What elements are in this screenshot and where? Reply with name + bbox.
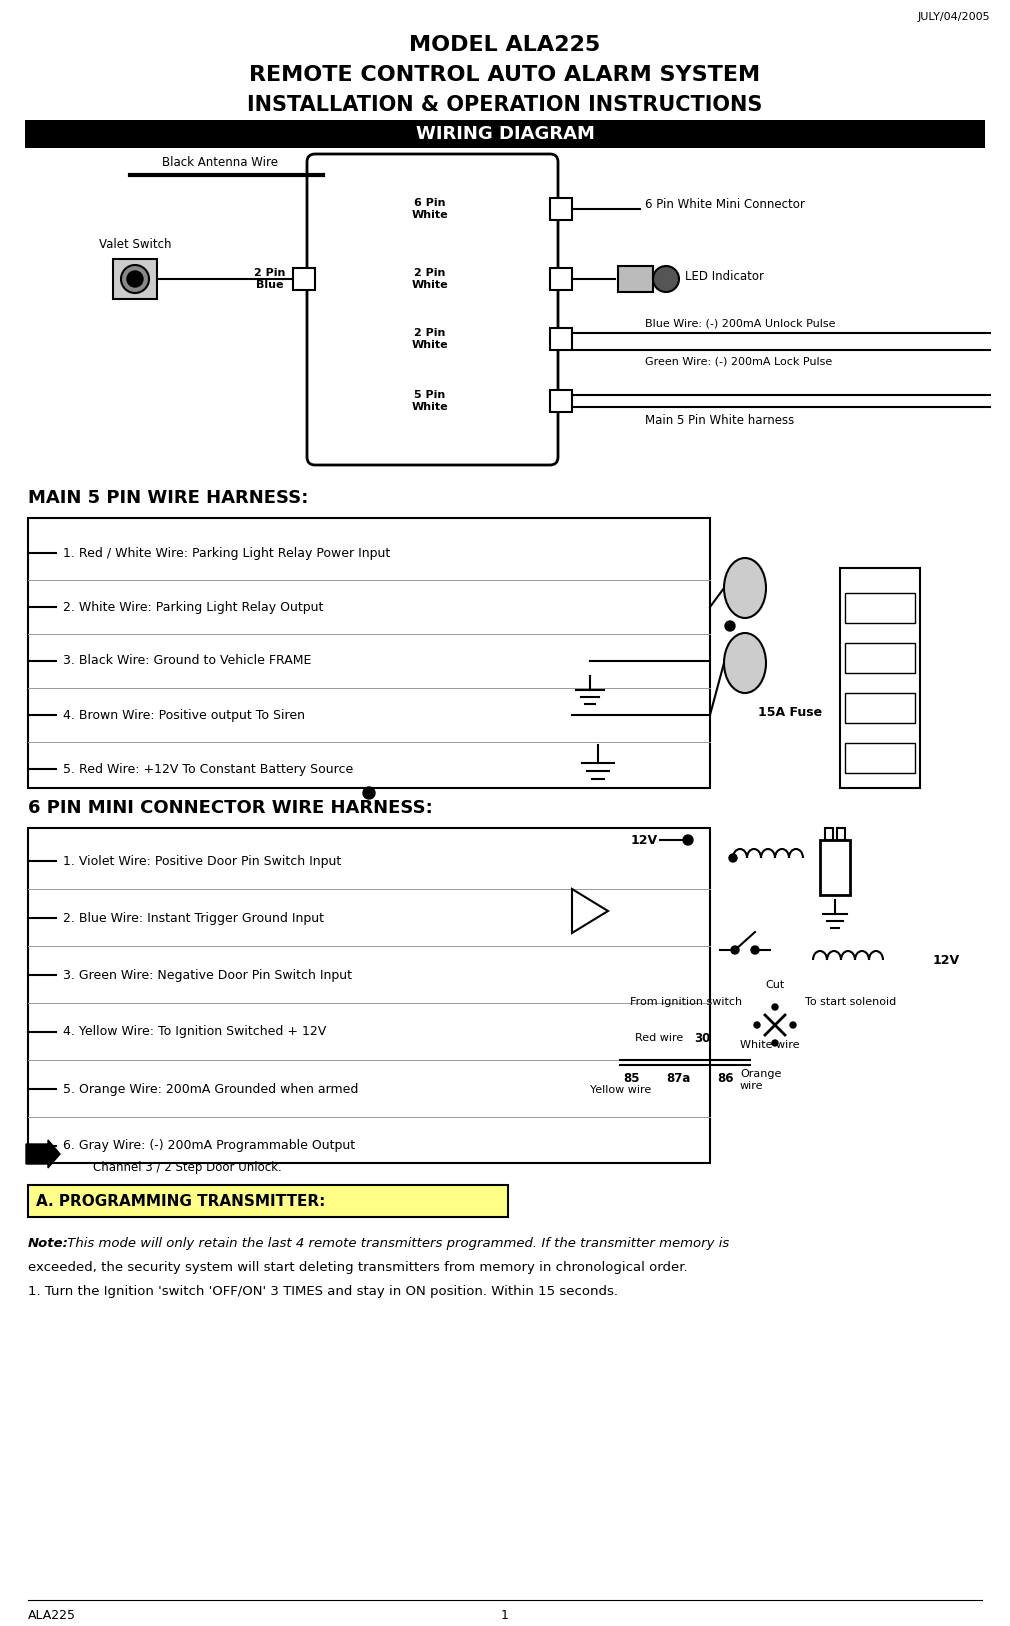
Text: Note:: Note: <box>28 1236 69 1249</box>
Text: 1. Red / White Wire: Parking Light Relay Power Input: 1. Red / White Wire: Parking Light Relay… <box>63 546 390 559</box>
Text: MODEL ALA225: MODEL ALA225 <box>409 36 601 55</box>
Bar <box>28 519 710 789</box>
Text: 5 Pin
White: 5 Pin White <box>412 390 448 411</box>
Text: Blue Wire: (-) 200mA Unlock Pulse: Blue Wire: (-) 200mA Unlock Pulse <box>645 319 835 328</box>
Text: White wire: White wire <box>740 1041 800 1050</box>
Circle shape <box>751 946 759 954</box>
Text: A. PROGRAMMING TRANSMITTER:: A. PROGRAMMING TRANSMITTER: <box>36 1193 325 1208</box>
Bar <box>550 198 572 220</box>
Text: Red wire: Red wire <box>635 1033 683 1042</box>
Bar <box>113 259 157 299</box>
FancyBboxPatch shape <box>307 154 558 465</box>
Text: 1. Turn the Ignition 'switch 'OFF/ON' 3 TIMES and stay in ON position. Within 15: 1. Turn the Ignition 'switch 'OFF/ON' 3 … <box>28 1285 618 1298</box>
Bar <box>845 693 915 724</box>
Circle shape <box>127 272 143 288</box>
Text: 12V: 12V <box>933 953 959 966</box>
Text: Orange
wire: Orange wire <box>740 1070 782 1091</box>
Bar <box>618 267 653 293</box>
FancyArrow shape <box>26 1140 60 1167</box>
Bar <box>28 828 710 1163</box>
Text: 2 Pin
White: 2 Pin White <box>412 268 448 289</box>
Bar <box>825 828 833 841</box>
Text: ALA225: ALA225 <box>28 1608 76 1621</box>
Circle shape <box>729 854 737 862</box>
Bar <box>293 268 315 289</box>
Text: Yellow wire: Yellow wire <box>590 1085 651 1094</box>
Text: MAIN 5 PIN WIRE HARNESS:: MAIN 5 PIN WIRE HARNESS: <box>28 489 308 507</box>
Text: JULY/04/2005: JULY/04/2005 <box>917 11 990 23</box>
Ellipse shape <box>724 558 766 618</box>
Bar <box>550 390 572 411</box>
Bar <box>845 743 915 772</box>
Text: 5. Orange Wire: 200mA Grounded when armed: 5. Orange Wire: 200mA Grounded when arme… <box>63 1083 359 1096</box>
Text: 2. Blue Wire: Instant Trigger Ground Input: 2. Blue Wire: Instant Trigger Ground Inp… <box>63 912 324 925</box>
Circle shape <box>731 946 739 954</box>
Bar <box>845 642 915 673</box>
Text: 2 Pin
White: 2 Pin White <box>412 328 448 350</box>
Circle shape <box>754 1023 760 1028</box>
Text: 1: 1 <box>501 1608 509 1621</box>
Circle shape <box>121 265 149 293</box>
Circle shape <box>653 267 679 293</box>
Ellipse shape <box>724 633 766 693</box>
Circle shape <box>363 787 375 798</box>
Text: From ignition switch: From ignition switch <box>630 997 742 1006</box>
Bar <box>837 828 845 841</box>
Text: Black Antenna Wire: Black Antenna Wire <box>162 156 278 169</box>
Text: 6 Pin
White: 6 Pin White <box>412 198 448 220</box>
Text: REMOTE CONTROL AUTO ALARM SYSTEM: REMOTE CONTROL AUTO ALARM SYSTEM <box>249 65 761 85</box>
Bar <box>820 841 850 894</box>
Text: 2 Pin
Blue: 2 Pin Blue <box>255 268 286 289</box>
Text: 5. Red Wire: +12V To Constant Battery Source: 5. Red Wire: +12V To Constant Battery So… <box>63 763 354 776</box>
Text: Cut: Cut <box>766 980 785 990</box>
Text: 6. Gray Wire: (-) 200mA Programmable Output: 6. Gray Wire: (-) 200mA Programmable Out… <box>63 1140 356 1153</box>
Text: 87a: 87a <box>666 1072 690 1085</box>
Text: 6 Pin White Mini Connector: 6 Pin White Mini Connector <box>645 197 805 210</box>
Text: 12V: 12V <box>631 834 658 847</box>
Text: Channel 3 / 2 Step Door Unlock.: Channel 3 / 2 Step Door Unlock. <box>93 1161 282 1174</box>
Circle shape <box>772 1003 778 1010</box>
Text: LED Indicator: LED Indicator <box>685 270 764 283</box>
Text: 15A Fuse: 15A Fuse <box>758 707 822 719</box>
Text: Main 5 Pin White harness: Main 5 Pin White harness <box>645 415 794 428</box>
Bar <box>550 328 572 350</box>
Text: 2. White Wire: Parking Light Relay Output: 2. White Wire: Parking Light Relay Outpu… <box>63 600 323 613</box>
Text: 1. Violet Wire: Positive Door Pin Switch Input: 1. Violet Wire: Positive Door Pin Switch… <box>63 855 341 868</box>
Text: 3. Green Wire: Negative Door Pin Switch Input: 3. Green Wire: Negative Door Pin Switch … <box>63 969 352 982</box>
Bar <box>845 593 915 623</box>
Bar <box>840 567 920 789</box>
Circle shape <box>790 1023 796 1028</box>
Circle shape <box>683 836 693 846</box>
Text: 4. Brown Wire: Positive output To Siren: 4. Brown Wire: Positive output To Siren <box>63 709 305 722</box>
Text: 30: 30 <box>694 1031 710 1044</box>
Text: exceeded, the security system will start deleting transmitters from memory in ch: exceeded, the security system will start… <box>28 1260 688 1273</box>
Bar <box>550 268 572 289</box>
Circle shape <box>772 1041 778 1046</box>
Text: To start solenoid: To start solenoid <box>805 997 896 1006</box>
Bar <box>28 1185 508 1216</box>
Text: This mode will only retain the last 4 remote transmitters programmed. If the tra: This mode will only retain the last 4 re… <box>63 1236 729 1249</box>
Text: WIRING DIAGRAM: WIRING DIAGRAM <box>415 125 595 143</box>
Circle shape <box>725 621 735 631</box>
Text: 6 PIN MINI CONNECTOR WIRE HARNESS:: 6 PIN MINI CONNECTOR WIRE HARNESS: <box>28 798 432 816</box>
Text: 3. Black Wire: Ground to Vehicle FRAME: 3. Black Wire: Ground to Vehicle FRAME <box>63 655 311 668</box>
Text: INSTALLATION & OPERATION INSTRUCTIONS: INSTALLATION & OPERATION INSTRUCTIONS <box>247 94 763 115</box>
Text: 86: 86 <box>717 1072 733 1085</box>
Text: Green Wire: (-) 200mA Lock Pulse: Green Wire: (-) 200mA Lock Pulse <box>645 358 832 367</box>
Polygon shape <box>572 889 608 933</box>
Text: 85: 85 <box>624 1072 640 1085</box>
Bar <box>25 120 985 148</box>
Text: Valet Switch: Valet Switch <box>99 237 172 250</box>
Text: 4. Yellow Wire: To Ignition Switched + 12V: 4. Yellow Wire: To Ignition Switched + 1… <box>63 1026 326 1039</box>
